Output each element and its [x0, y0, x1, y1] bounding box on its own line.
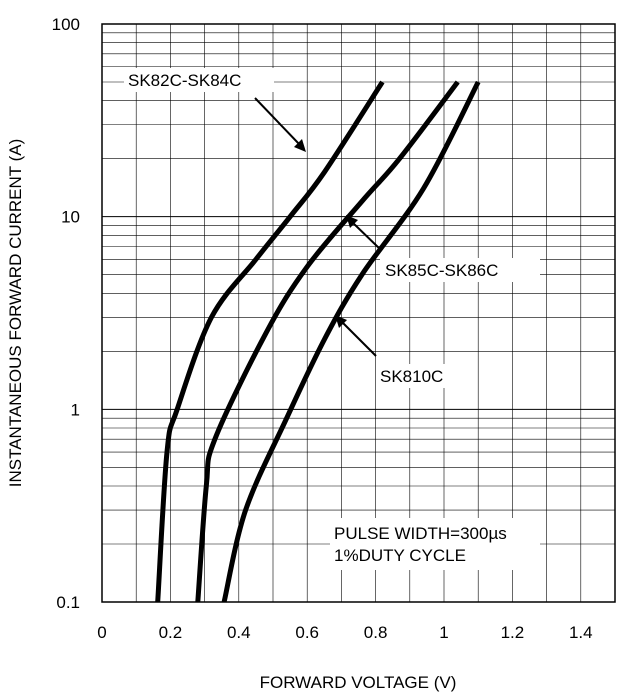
x-tick-label: 1 [439, 623, 448, 642]
arrow-sk85c [351, 221, 382, 251]
plot-frame [101, 23, 616, 603]
pulse-width-note: PULSE WIDTH=300µs [334, 524, 507, 543]
labels-layer: SK82C-SK84C SK85C-SK86C SK810C PULSE WID… [124, 68, 540, 570]
arrow-head-sk82c [294, 139, 306, 152]
series-label-sk82c: SK82C-SK84C [128, 71, 241, 90]
y-axis-ticks: 0.1 1 10 100 [52, 15, 80, 612]
y-tick-label: 0.1 [56, 593, 80, 612]
y-tick-label: 100 [52, 15, 80, 34]
arrow-head-sk85c [346, 215, 358, 228]
sk85c-label-bg [380, 258, 540, 282]
arrow-sk82c [254, 97, 301, 146]
sk810c-label-bg [376, 364, 456, 388]
x-tick-label: 0.2 [159, 623, 183, 642]
x-tick-label: 1.2 [501, 623, 525, 642]
arrow-head-sk810c [335, 315, 347, 328]
duty-cycle-note: 1%DUTY CYCLE [334, 546, 466, 565]
x-tick-label: 1.4 [569, 623, 593, 642]
x-axis-title: FORWARD VOLTAGE (V) [260, 673, 457, 692]
y-tick-label: 10 [61, 208, 80, 227]
series-label-sk810c: SK810C [380, 367, 443, 386]
series-curve-1 [195, 80, 460, 603]
pulse-note-bg [330, 518, 540, 570]
y-tick-label: 1 [71, 400, 80, 419]
series-label-sk85c: SK85C-SK86C [385, 261, 498, 280]
sk82c-label-bg [124, 68, 274, 92]
x-axis-ticks: 0 0.2 0.4 0.6 0.8 1 1.2 1.4 [97, 623, 592, 642]
series-curve-0 [155, 80, 385, 603]
x-tick-label: 0.4 [227, 623, 251, 642]
series-curve-2 [221, 80, 481, 603]
x-tick-label: 0 [97, 623, 106, 642]
x-tick-label: 0.6 [295, 623, 319, 642]
x-tick-label: 0.8 [364, 623, 388, 642]
arrow-sk810c [341, 321, 377, 357]
y-axis-title: INSTANTANEOUS FORWARD CURRENT (A) [6, 139, 25, 488]
curves [155, 80, 481, 603]
